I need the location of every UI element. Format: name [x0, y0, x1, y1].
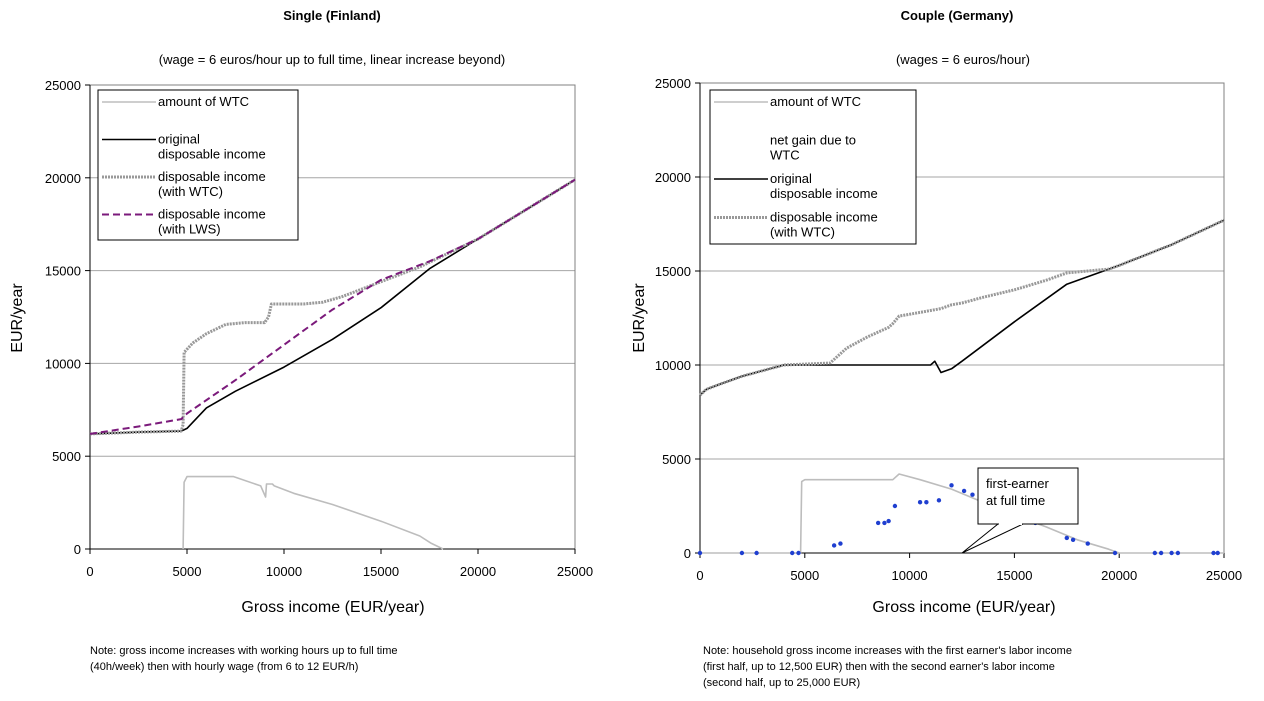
- chart2-series-net-gain-due-to-wtc-point: [1064, 535, 1070, 541]
- chart2-series-amount-of-wtc: [700, 473, 1224, 554]
- chart2-series-net-gain-due-to-wtc-point: [924, 500, 929, 505]
- chart1-legend-label: (with WTC): [158, 184, 223, 199]
- chart2-y-tick-label: 0: [684, 546, 691, 561]
- chart2-note-line2: (first half, up to 12,500 EUR) then with…: [703, 661, 1055, 673]
- chart2-series-net-gain-due-to-wtc-point: [1085, 541, 1090, 546]
- chart1-legend-label: disposable income: [158, 147, 266, 162]
- chart1-legend-label: disposable income: [158, 207, 266, 222]
- chart2-series-net-gain-due-to-wtc-point: [796, 550, 801, 556]
- chart2-callout-text: first-earner: [986, 476, 1050, 491]
- chart2-series-net-gain-due-to-wtc-point: [886, 518, 891, 524]
- chart2-legend-label: disposable income: [770, 210, 878, 225]
- chart2-x-tick-label: 10000: [892, 568, 928, 583]
- chart1-title: Single (Finland): [283, 8, 381, 23]
- chart1-legend-box: [97, 89, 299, 241]
- chart1-series-disposable-income-with-wtc: [89, 178, 576, 436]
- chart1-y-tick-label: 10000: [45, 356, 81, 371]
- chart2-series-net-gain-due-to-wtc-point: [1152, 550, 1158, 556]
- chart1-x-tick-label: 10000: [266, 564, 302, 579]
- chart2-legend-label: original: [770, 171, 812, 186]
- chart2-legend-label: net gain due to: [770, 133, 856, 148]
- chart2-x-tick-label: 5000: [790, 568, 819, 583]
- chart1-y-tick-label: 25000: [45, 78, 81, 93]
- chart2-series-net-gain-due-to-wtc-point: [790, 550, 795, 556]
- chart1-x-tick-label: 5000: [173, 564, 202, 579]
- chart2-series-net-gain-due-to-wtc-point: [1211, 550, 1216, 556]
- chart1-legend-label: disposable income: [158, 169, 266, 184]
- chart1-note-line1: Note: gross income increases with workin…: [90, 645, 398, 657]
- chart2-y-tick-label: 25000: [655, 76, 691, 91]
- chart2-y-tick-label: 10000: [655, 358, 691, 373]
- chart2-series-net-gain-due-to-wtc: [697, 483, 1220, 556]
- chart2-series-net-gain-due-to-wtc-point: [917, 500, 923, 505]
- chart2-legend-label: disposable income: [770, 186, 878, 201]
- chart2-series-net-gain-due-to-wtc-point: [961, 488, 967, 494]
- chart2-series-net-gain-due-to-wtc-point: [949, 483, 954, 488]
- chart1-xlabel: Gross income (EUR/year): [241, 599, 424, 616]
- chart2-xlabel: Gross income (EUR/year): [872, 599, 1055, 616]
- chart2-legend-label: (with WTC): [770, 225, 835, 240]
- chart2-series-net-gain-due-to-wtc-point: [1158, 550, 1164, 556]
- chart2-legend-label: WTC: [770, 148, 800, 163]
- chart2-y-tick-label: 5000: [662, 452, 691, 467]
- chart2-series-net-gain-due-to-wtc-point: [1175, 550, 1181, 556]
- chart2-series-net-gain-due-to-wtc-point: [754, 550, 759, 556]
- chart2-series-net-gain-due-to-wtc-point: [882, 520, 887, 526]
- chart1-series-amount-of-wtc: [182, 475, 444, 550]
- chart2-series-original-disposable-income: [699, 219, 1225, 396]
- chart2-title: Couple (Germany): [901, 8, 1014, 23]
- chart1-note-line2: (40h/week) then with hourly wage (from 6…: [90, 661, 358, 673]
- chart2-series-net-gain-due-to-wtc-point: [970, 492, 975, 497]
- chart1-subtitle: (wage = 6 euros/hour up to full time, li…: [159, 52, 506, 67]
- chart2-series-net-gain-due-to-wtc-point: [892, 503, 898, 509]
- chart2-x-tick-label: 0: [696, 568, 703, 583]
- chart2-y-tick-label: 20000: [655, 170, 691, 185]
- chart2-callout: first-earner at full time: [961, 467, 1079, 554]
- chart1-x-tick-label: 20000: [460, 564, 496, 579]
- chart1-y-tick-label: 15000: [45, 264, 81, 279]
- chart2-series-net-gain-due-to-wtc-point: [831, 543, 837, 548]
- chart2-series-net-gain-due-to-wtc-point: [1070, 537, 1076, 543]
- chart1-y-tick-label: 0: [74, 542, 81, 557]
- chart1-legend-label: amount of WTC: [158, 94, 249, 109]
- chart2-note-line3: (second half, up to 25,000 EUR): [703, 677, 860, 689]
- chart1-x-tick-label: 25000: [557, 564, 593, 579]
- chart2-y-tick-label: 15000: [655, 264, 691, 279]
- chart1: 0 5000 10000 15000 20000 25000 0 5000 10000 15000…: [45, 78, 593, 579]
- chart2-series-net-gain-due-to-wtc-point: [739, 550, 745, 556]
- chart2-series-net-gain-due-to-wtc-point: [1169, 550, 1174, 556]
- chart1-y-tick-label: 5000: [52, 449, 81, 464]
- chart2: 0 5000 10000 15000 20000 25000 0 5000 10000 15000…: [655, 76, 1242, 583]
- chart2-callout-pointer: [961, 523, 1024, 554]
- chart2-note-line1: Note: household gross income increases w…: [703, 645, 1072, 657]
- chart2-subtitle: (wages = 6 euros/hour): [896, 52, 1030, 67]
- chart1-y-tick-label: 20000: [45, 171, 81, 186]
- chart2-callout-box: [977, 467, 1079, 525]
- chart2-series-net-gain-due-to-wtc-point: [1215, 550, 1220, 556]
- chart2-legend-label: amount of WTC: [770, 94, 861, 109]
- chart1-legend-label: original: [158, 132, 200, 147]
- chart2-callout-text: at full time: [986, 493, 1045, 508]
- chart2-ylabel: EUR/year: [631, 283, 648, 353]
- chart1-legend-label: (with LWS): [158, 222, 221, 237]
- chart1-x-tick-label: 0: [86, 564, 93, 579]
- chart2-x-tick-label: 15000: [996, 568, 1032, 583]
- chart2-x-tick-label: 20000: [1101, 568, 1137, 583]
- chart1-ylabel: EUR/year: [9, 283, 26, 353]
- chart2-series-net-gain-due-to-wtc-point: [875, 520, 881, 526]
- chart1-x-tick-label: 15000: [363, 564, 399, 579]
- chart2-series-net-gain-due-to-wtc-point: [1112, 550, 1118, 556]
- chart2-series-disposable-income-with-wtc: [698, 218, 1225, 397]
- chart2-series-net-gain-due-to-wtc-point: [838, 541, 843, 546]
- chart2-series-net-gain-due-to-wtc-point: [936, 498, 942, 503]
- chart2-x-tick-label: 25000: [1206, 568, 1242, 583]
- chart2-series-net-gain-due-to-wtc-point: [697, 550, 703, 556]
